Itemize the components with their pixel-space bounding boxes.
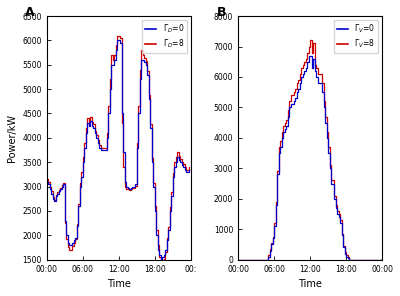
- $\Gamma_V$=0: [368, 258, 372, 261]
- $\Gamma_D$=8: [187, 165, 192, 169]
- $\Gamma_D$=8: [44, 178, 49, 181]
- Y-axis label: Power/kW: Power/kW: [7, 114, 17, 162]
- $\Gamma_V$=8: [308, 39, 312, 42]
- $\Gamma_D$=8: [122, 185, 127, 188]
- $\Gamma_V$=8: [236, 258, 240, 261]
- $\Gamma_D$=8: [85, 117, 90, 120]
- Legend: $\Gamma_V$=0, $\Gamma_V$=8: $\Gamma_V$=0, $\Gamma_V$=8: [334, 20, 378, 53]
- Text: A: A: [25, 6, 35, 19]
- $\Gamma_D$=0: [158, 258, 163, 261]
- $\Gamma_D$=0: [85, 121, 90, 125]
- $\Gamma_V$=8: [378, 258, 383, 261]
- $\Gamma_D$=0: [106, 112, 111, 115]
- $\Gamma_D$=0: [187, 168, 192, 171]
- $\Gamma_D$=8: [178, 157, 183, 161]
- $\Gamma_D$=0: [115, 39, 120, 42]
- $\Gamma_V$=8: [368, 258, 372, 261]
- $\Gamma_V$=0: [236, 258, 240, 261]
- $\Gamma_V$=8: [255, 258, 260, 261]
- $\Gamma_D$=0: [44, 180, 49, 184]
- $\Gamma_D$=0: [118, 41, 123, 45]
- $\Gamma_V$=0: [276, 151, 281, 155]
- $\Gamma_V$=0: [297, 81, 302, 85]
- Line: $\Gamma_V$=8: $\Gamma_V$=8: [238, 41, 380, 260]
- $\Gamma_D$=8: [64, 237, 69, 241]
- $\Gamma_D$=8: [115, 34, 120, 37]
- X-axis label: Time: Time: [298, 279, 322, 289]
- $\Gamma_D$=8: [118, 36, 123, 40]
- Line: $\Gamma_V$=0: $\Gamma_V$=0: [238, 56, 380, 260]
- $\Gamma_V$=8: [276, 145, 281, 149]
- $\Gamma_V$=0: [306, 54, 311, 57]
- X-axis label: Time: Time: [107, 279, 131, 289]
- $\Gamma_D$=8: [158, 263, 163, 266]
- $\Gamma_V$=0: [309, 66, 314, 70]
- $\Gamma_D$=0: [122, 180, 127, 184]
- $\Gamma_D$=8: [106, 104, 111, 108]
- $\Gamma_V$=0: [314, 75, 318, 79]
- Legend: $\Gamma_D$=0, $\Gamma_D$=8: $\Gamma_D$=0, $\Gamma_D$=8: [142, 20, 187, 53]
- $\Gamma_V$=8: [309, 51, 314, 54]
- Text: B: B: [216, 6, 226, 19]
- $\Gamma_D$=0: [178, 160, 183, 164]
- Line: $\Gamma_D$=8: $\Gamma_D$=8: [47, 36, 189, 265]
- Line: $\Gamma_D$=0: $\Gamma_D$=0: [47, 41, 189, 260]
- $\Gamma_V$=8: [297, 72, 302, 76]
- $\Gamma_V$=8: [314, 66, 318, 70]
- $\Gamma_D$=0: [64, 234, 69, 237]
- $\Gamma_V$=0: [378, 258, 383, 261]
- $\Gamma_V$=0: [255, 258, 260, 261]
